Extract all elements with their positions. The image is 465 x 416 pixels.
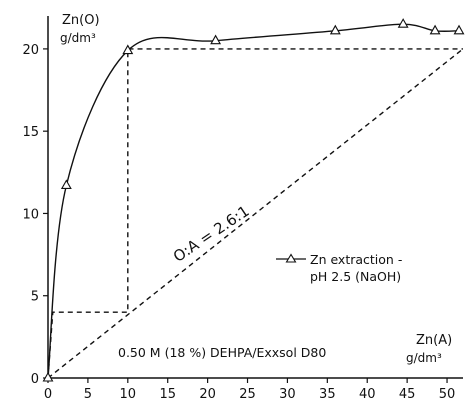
y-tick-label: 5 bbox=[31, 290, 39, 305]
operating-line-label: O:A = 2.6:1 bbox=[170, 202, 253, 266]
data-point-triangle-marker bbox=[42, 371, 54, 382]
data-point-triangle-marker bbox=[397, 18, 409, 28]
x-tick-label: 10 bbox=[120, 387, 137, 402]
data-point-triangle-marker bbox=[60, 179, 72, 190]
x-tick-label: 20 bbox=[199, 387, 216, 402]
x-tick-label: 40 bbox=[359, 387, 376, 402]
legend-triangle-icon bbox=[285, 253, 297, 263]
data-point-triangle-marker bbox=[122, 44, 134, 55]
isotherm-line bbox=[47, 23, 460, 379]
dashed-guide-lines bbox=[47, 48, 464, 379]
y-tick-label: 10 bbox=[22, 207, 39, 222]
data-point-triangle-marker bbox=[453, 24, 465, 35]
x-tick-label: 0 bbox=[44, 387, 52, 402]
x-axis-label-line2: g/dm³ bbox=[406, 351, 442, 365]
stage-step-line bbox=[47, 48, 463, 379]
legend-entry-line2: pH 2.5 (NaOH) bbox=[310, 269, 401, 284]
y-tick-label: 0 bbox=[31, 372, 39, 387]
x-tick-label: 25 bbox=[239, 387, 256, 402]
isotherm-curve bbox=[47, 23, 460, 379]
data-point-triangle-marker bbox=[429, 24, 441, 35]
x-tick-label: 30 bbox=[279, 387, 296, 402]
legend: Zn extraction - pH 2.5 (NaOH) bbox=[276, 252, 402, 284]
data-point-triangle-marker bbox=[329, 24, 341, 35]
tick-marks: 0 5 10 15 20 25 30 35 40 45 50 0 5 10 15 20 bbox=[22, 43, 455, 402]
x-tick-label: 50 bbox=[439, 387, 456, 402]
system-label: 0.50 M (18 %) DEHPA/Exxsol D80 bbox=[118, 345, 326, 360]
y-tick-label: 15 bbox=[22, 125, 39, 140]
x-tick-label: 45 bbox=[399, 387, 416, 402]
x-tick-label: 5 bbox=[84, 387, 92, 402]
x-tick-label: 15 bbox=[159, 387, 176, 402]
y-tick-label: 20 bbox=[22, 43, 39, 58]
axes bbox=[47, 16, 463, 379]
data-markers bbox=[42, 18, 465, 382]
data-point-triangle-marker bbox=[210, 34, 222, 45]
x-tick-label: 35 bbox=[319, 387, 336, 402]
x-axis-label-line1: Zn(A) bbox=[416, 333, 452, 348]
y-axis-label-line2: g/dm³ bbox=[60, 31, 96, 45]
operating-line bbox=[47, 48, 464, 379]
y-axis-label-line1: Zn(O) bbox=[62, 13, 100, 28]
legend-entry-line1: Zn extraction - bbox=[310, 252, 402, 267]
